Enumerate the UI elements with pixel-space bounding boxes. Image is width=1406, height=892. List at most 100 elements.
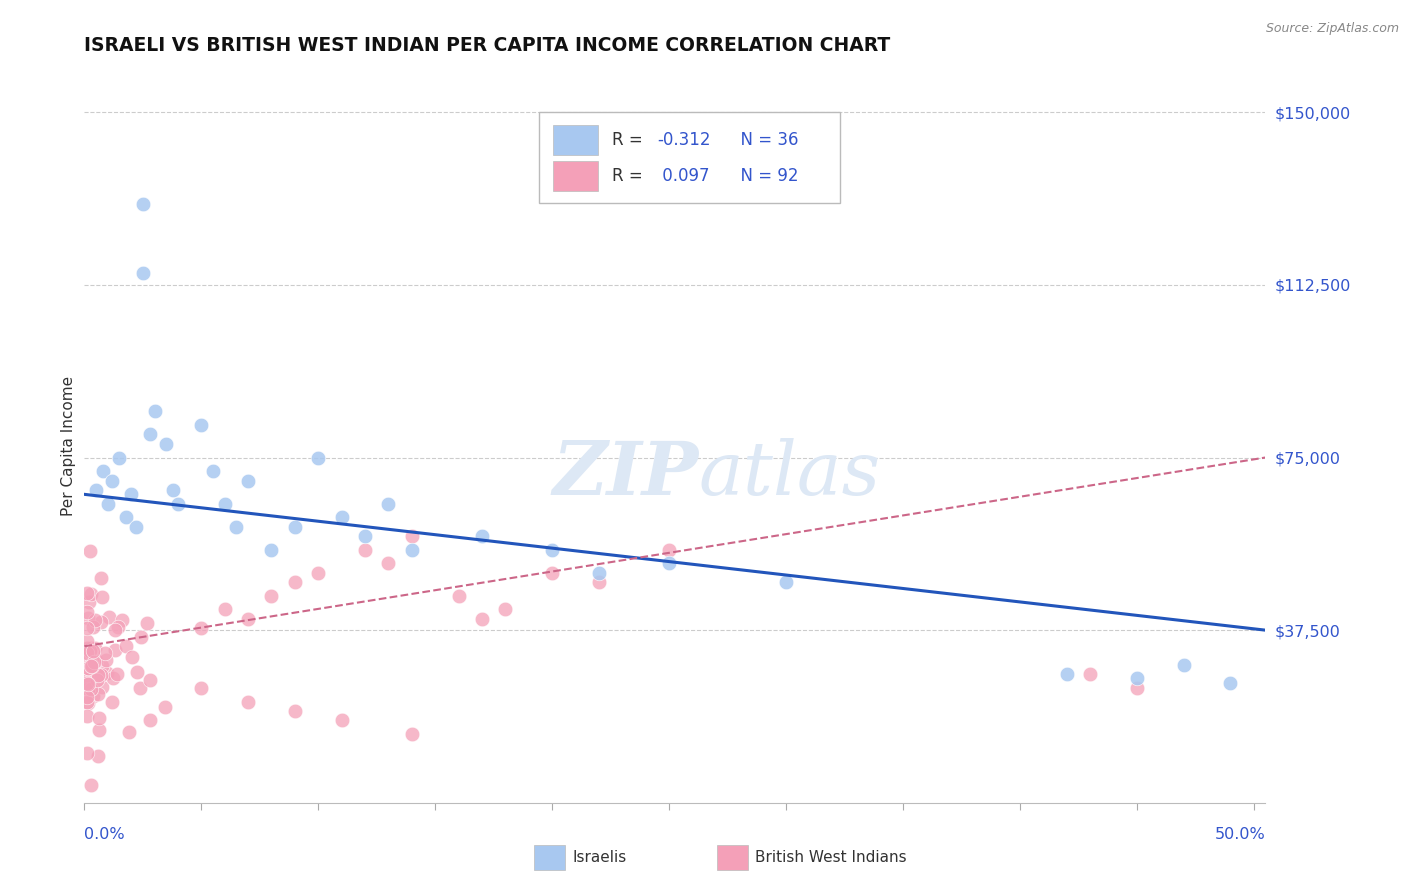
Point: [89, 723, 111, 737]
Point: [377, 497, 399, 511]
Point: [118, 725, 141, 739]
Point: [401, 727, 423, 741]
Point: [658, 542, 681, 557]
Point: [129, 681, 152, 695]
Point: [101, 695, 124, 709]
Point: [260, 542, 283, 557]
Point: [76, 681, 98, 696]
Point: [307, 450, 329, 465]
Text: Source: ZipAtlas.com: Source: ZipAtlas.com: [1265, 22, 1399, 36]
Point: [76, 585, 98, 599]
Text: 0.0%: 0.0%: [84, 827, 125, 841]
Text: atlas: atlas: [699, 438, 880, 511]
Point: [93, 646, 115, 660]
Point: [87, 687, 110, 701]
FancyBboxPatch shape: [553, 125, 598, 155]
Point: [90, 615, 112, 629]
Point: [588, 566, 610, 580]
Point: [84, 483, 107, 497]
Point: [94, 653, 117, 667]
Point: [354, 529, 377, 543]
Point: [155, 436, 177, 450]
Point: [167, 497, 190, 511]
Point: [76, 746, 98, 760]
Text: N = 92: N = 92: [730, 167, 799, 185]
Point: [132, 197, 155, 211]
Point: [101, 474, 124, 488]
Text: R =: R =: [612, 131, 648, 149]
Point: [471, 529, 494, 543]
Point: [76, 708, 98, 723]
Point: [79, 644, 101, 658]
Point: [138, 673, 160, 688]
Point: [77, 653, 100, 667]
Point: [91, 464, 114, 478]
Point: [201, 464, 224, 478]
Point: [129, 630, 152, 644]
Point: [84, 641, 107, 656]
Point: [101, 672, 124, 686]
Point: [77, 661, 100, 675]
Point: [120, 487, 142, 501]
Text: ISRAELI VS BRITISH WEST INDIAN PER CAPITA INCOME CORRELATION CHART: ISRAELI VS BRITISH WEST INDIAN PER CAPIT…: [84, 36, 890, 54]
Point: [1173, 657, 1195, 672]
FancyBboxPatch shape: [553, 161, 598, 191]
Point: [80, 587, 103, 601]
Point: [136, 615, 159, 630]
Point: [82, 689, 104, 703]
Point: [87, 749, 110, 764]
Point: [87, 668, 110, 682]
Point: [76, 695, 98, 709]
Point: [354, 542, 377, 557]
Point: [658, 557, 681, 571]
Point: [79, 544, 101, 558]
Point: [90, 680, 112, 694]
Point: [541, 542, 564, 557]
Text: British West Indians: British West Indians: [755, 850, 907, 864]
Point: [190, 621, 212, 635]
Text: 50.0%: 50.0%: [1215, 827, 1265, 841]
Point: [96, 666, 118, 681]
Point: [108, 450, 131, 465]
Point: [77, 611, 100, 625]
Point: [447, 589, 470, 603]
Point: [284, 519, 307, 533]
Point: [76, 675, 98, 690]
Point: [139, 427, 162, 442]
Point: [1219, 676, 1241, 690]
Text: -0.312: -0.312: [657, 131, 710, 149]
Point: [307, 566, 329, 580]
Point: [115, 639, 138, 653]
Point: [80, 640, 103, 655]
Point: [80, 778, 103, 792]
Point: [76, 642, 98, 657]
Text: R =: R =: [612, 167, 648, 185]
Point: [143, 404, 166, 418]
Point: [76, 646, 98, 660]
Point: [132, 266, 155, 280]
Point: [77, 595, 100, 609]
Point: [82, 620, 104, 634]
Text: Israelis: Israelis: [572, 850, 627, 864]
Point: [775, 574, 797, 589]
Point: [190, 681, 212, 695]
Point: [111, 613, 134, 627]
Point: [284, 704, 307, 718]
Point: [401, 542, 423, 557]
Point: [90, 571, 112, 585]
Point: [80, 682, 103, 697]
Point: [236, 474, 259, 488]
Point: [76, 696, 98, 710]
Point: [82, 644, 104, 658]
Point: [79, 659, 101, 673]
Point: [139, 713, 162, 727]
Point: [90, 667, 112, 681]
Point: [115, 510, 138, 524]
Point: [76, 641, 98, 656]
Point: [588, 574, 610, 589]
Point: [91, 659, 114, 673]
Point: [214, 602, 236, 616]
Point: [87, 711, 110, 725]
Point: [377, 557, 399, 571]
Point: [80, 657, 103, 672]
